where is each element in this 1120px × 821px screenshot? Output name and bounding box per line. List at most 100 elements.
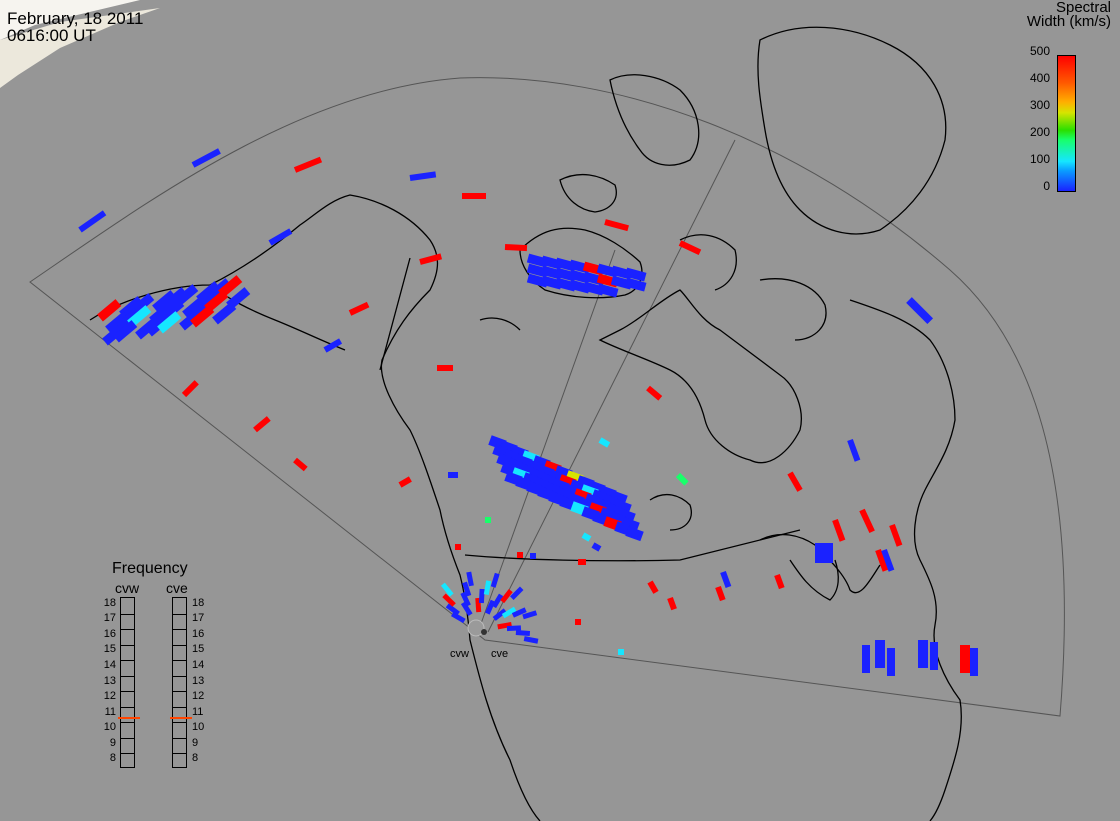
colorbar-tick: 100: [1029, 152, 1050, 166]
radar-echo: [500, 589, 513, 604]
ladder-rung: [173, 753, 186, 755]
radar-echo: [918, 640, 928, 668]
radar-echo: [135, 317, 160, 340]
frequency-tick-label: 13: [103, 674, 116, 687]
ladder-rung: [121, 675, 134, 677]
frequency-tick-label: 16: [103, 627, 116, 640]
radar-echo: [720, 570, 732, 589]
frequency-marker: [170, 716, 192, 719]
radar-echo: [152, 290, 177, 313]
radar-echo: [678, 240, 702, 256]
radar-echo: [462, 581, 472, 597]
radar-echo: [889, 523, 903, 547]
frequency-tick-label: 11: [192, 705, 204, 718]
radar-echo: [445, 603, 460, 616]
frequency-tick-label: 17: [192, 612, 205, 625]
colorbar-tick: 300: [1029, 98, 1050, 112]
radar-echo: [511, 607, 527, 618]
radar-echo: [157, 311, 182, 334]
ladder-rung: [173, 722, 186, 724]
radar-echo: [226, 287, 251, 310]
site-label-cvw: cvw: [450, 648, 469, 660]
radar-echo: [475, 597, 482, 613]
radar-site-cve: [481, 629, 487, 635]
frequency-tick-label: 14: [192, 658, 205, 671]
radar-echo: [212, 302, 237, 325]
radar-echo: [624, 277, 647, 292]
frequency-tick-label: 16: [192, 627, 205, 640]
frequency-tick-label: 18: [192, 596, 205, 609]
radar-echo: [862, 645, 870, 673]
radar-echo: [887, 648, 895, 676]
radar-echo: [348, 301, 370, 316]
radar-echo: [774, 573, 785, 590]
radar-echo: [930, 642, 938, 670]
radar-echo: [625, 526, 644, 542]
colorbar-title-line2: Width (km/s): [1026, 13, 1111, 30]
radar-echo: [398, 476, 412, 488]
radar-echo: [598, 437, 611, 448]
frequency-tick-label: 12: [192, 690, 205, 703]
colorbar-tick: 0: [1043, 179, 1050, 193]
radar-echo: [149, 302, 174, 325]
radar-echo: [293, 156, 323, 173]
ladder-rung: [173, 675, 186, 677]
radar-echo: [847, 438, 861, 462]
radar-echo: [160, 299, 185, 322]
radar-echo: [196, 281, 221, 304]
colorbar-tick: 500: [1029, 44, 1050, 58]
radar-echo: [667, 596, 677, 611]
radar-echo: [591, 542, 602, 552]
frequency-tick-label: 8: [109, 752, 116, 765]
radar-echo: [624, 267, 647, 282]
daylight-edge: [0, 8, 160, 88]
radar-echo: [191, 148, 221, 168]
frequency-tick-label: 10: [192, 721, 205, 734]
radar-echo: [875, 548, 889, 572]
ladder-rung: [121, 737, 134, 739]
ladder-rung: [121, 629, 134, 631]
radar-echo: [515, 630, 531, 636]
frequency-ladder: [172, 597, 187, 768]
radar-echo: [501, 606, 517, 619]
radar-echo: [182, 296, 207, 319]
ladder-rung: [121, 660, 134, 662]
radar-echo: [906, 297, 934, 325]
ladder-rung: [121, 753, 134, 755]
radar-echo: [646, 385, 663, 401]
frequency-tick-label: 15: [192, 643, 205, 656]
beam-line-east: [487, 139, 736, 633]
radar-echo: [78, 210, 107, 233]
radar-echo: [483, 580, 492, 595]
radar-echo: [881, 548, 895, 572]
ladder-rung: [121, 613, 134, 615]
radar-echoes: [78, 148, 978, 676]
radar-echo: [193, 293, 218, 316]
radar-echo: [875, 640, 885, 668]
frequency-tick-label: 9: [109, 736, 116, 749]
radar-echo: [105, 311, 130, 334]
radar-echo: [523, 636, 539, 644]
radar-echo: [190, 305, 215, 328]
radar-echo: [113, 320, 138, 343]
daylight-region: [0, 0, 140, 40]
ladder-rung: [173, 613, 186, 615]
radar-echo: [409, 171, 437, 181]
ladder-rung: [173, 660, 186, 662]
frequency-tick-label: 9: [192, 736, 199, 749]
radar-echo: [815, 543, 833, 563]
radar-echo: [466, 571, 474, 587]
radar-echo: [485, 599, 496, 615]
radar-echo: [613, 499, 632, 515]
frequency-tick-label: 12: [103, 690, 116, 703]
radar-echo: [675, 472, 689, 486]
radar-echo: [253, 416, 271, 433]
ladder-rung: [121, 706, 134, 708]
radar-echo: [478, 588, 485, 604]
radar-echo: [522, 610, 538, 620]
radar-echo: [647, 580, 659, 594]
frequency-radar-cvw: cvw: [115, 580, 140, 596]
colorbar-tick: 400: [1029, 71, 1050, 85]
